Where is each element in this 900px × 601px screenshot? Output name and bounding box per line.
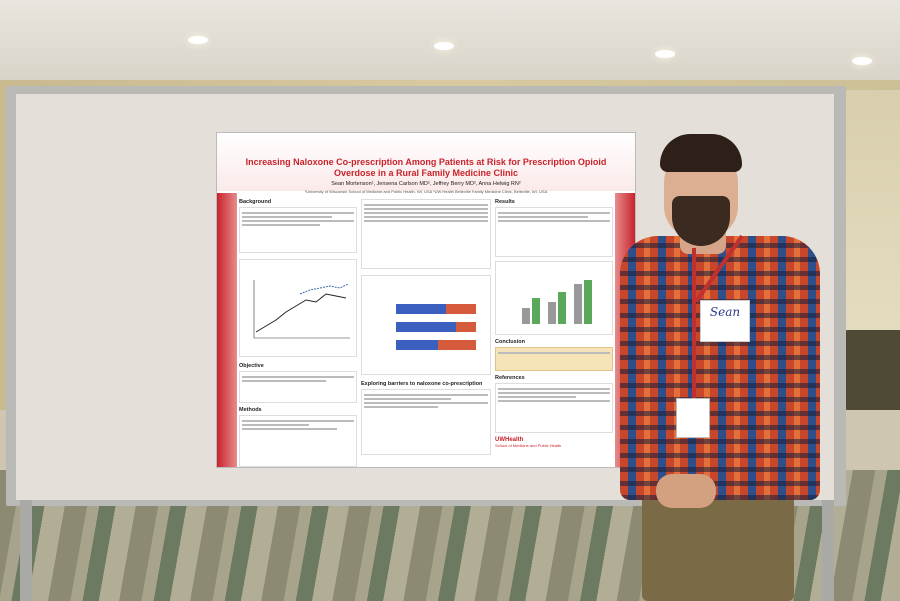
figure-line-chart-graphic xyxy=(253,280,350,339)
name-tag: Sean xyxy=(700,300,750,342)
section-background-title: Background xyxy=(239,199,272,205)
presenter-beard xyxy=(672,196,730,246)
section-conclusion-body xyxy=(495,347,613,371)
board-leg xyxy=(20,500,32,601)
poster-header xyxy=(217,133,635,191)
research-poster: Increasing Naloxone Co-prescription Amon… xyxy=(216,132,636,468)
lanyard xyxy=(692,248,696,398)
section-references-title: References xyxy=(495,375,525,381)
results-table xyxy=(361,199,491,269)
smph-logo: School of Medicine and Public Health xyxy=(495,443,562,448)
section-conclusion-title: Conclusion xyxy=(495,339,525,345)
poster-column-2: Exploring barriers to naloxone co-prescr… xyxy=(361,199,491,455)
poster-column-1: Background Objective Methods xyxy=(239,199,357,467)
section-methods-title: Methods xyxy=(239,407,262,413)
figure-column-chart-graphic xyxy=(522,280,592,324)
section-background-body xyxy=(239,207,357,253)
poster-title: Increasing Naloxone Co-prescription Amon… xyxy=(245,157,607,178)
section-references-body xyxy=(495,383,613,433)
presenter-plaid-shirt xyxy=(620,236,820,500)
ceiling xyxy=(0,0,900,80)
figure-bar-chart xyxy=(361,275,491,375)
section-objective-body xyxy=(239,371,357,403)
sofa xyxy=(842,330,900,410)
presenter-hair xyxy=(660,134,742,172)
presenter-hands xyxy=(656,474,716,508)
section-results-title: Results xyxy=(495,199,515,205)
section-methods-body xyxy=(239,415,357,467)
poster-authors: Sean Mortenson¹, Jensena Carlson MD², Je… xyxy=(331,181,521,187)
figure-column-chart xyxy=(495,261,613,335)
ceiling-light xyxy=(434,42,454,50)
board-leg xyxy=(822,500,834,601)
poster-affiliations: ¹University of Wisconsin School of Medic… xyxy=(304,189,548,194)
ceiling-light xyxy=(188,36,208,44)
section-exploring-title: Exploring barriers to naloxone co-prescr… xyxy=(361,381,483,387)
poster-column-3: Results Conclusion References UWHealth S… xyxy=(495,199,613,448)
section-exploring-body xyxy=(361,389,491,455)
figure-bar-chart-graphic xyxy=(396,304,476,350)
figure-line-chart xyxy=(239,259,357,357)
poster-left-stripe xyxy=(217,193,237,467)
uwhealth-logo: UWHealth xyxy=(495,437,524,443)
ceiling-light xyxy=(655,50,675,58)
id-badge xyxy=(676,398,710,438)
section-objective-title: Objective xyxy=(239,363,264,369)
name-tag-name: Sean xyxy=(709,305,741,319)
ceiling-light xyxy=(852,57,872,65)
section-results-body xyxy=(495,207,613,257)
